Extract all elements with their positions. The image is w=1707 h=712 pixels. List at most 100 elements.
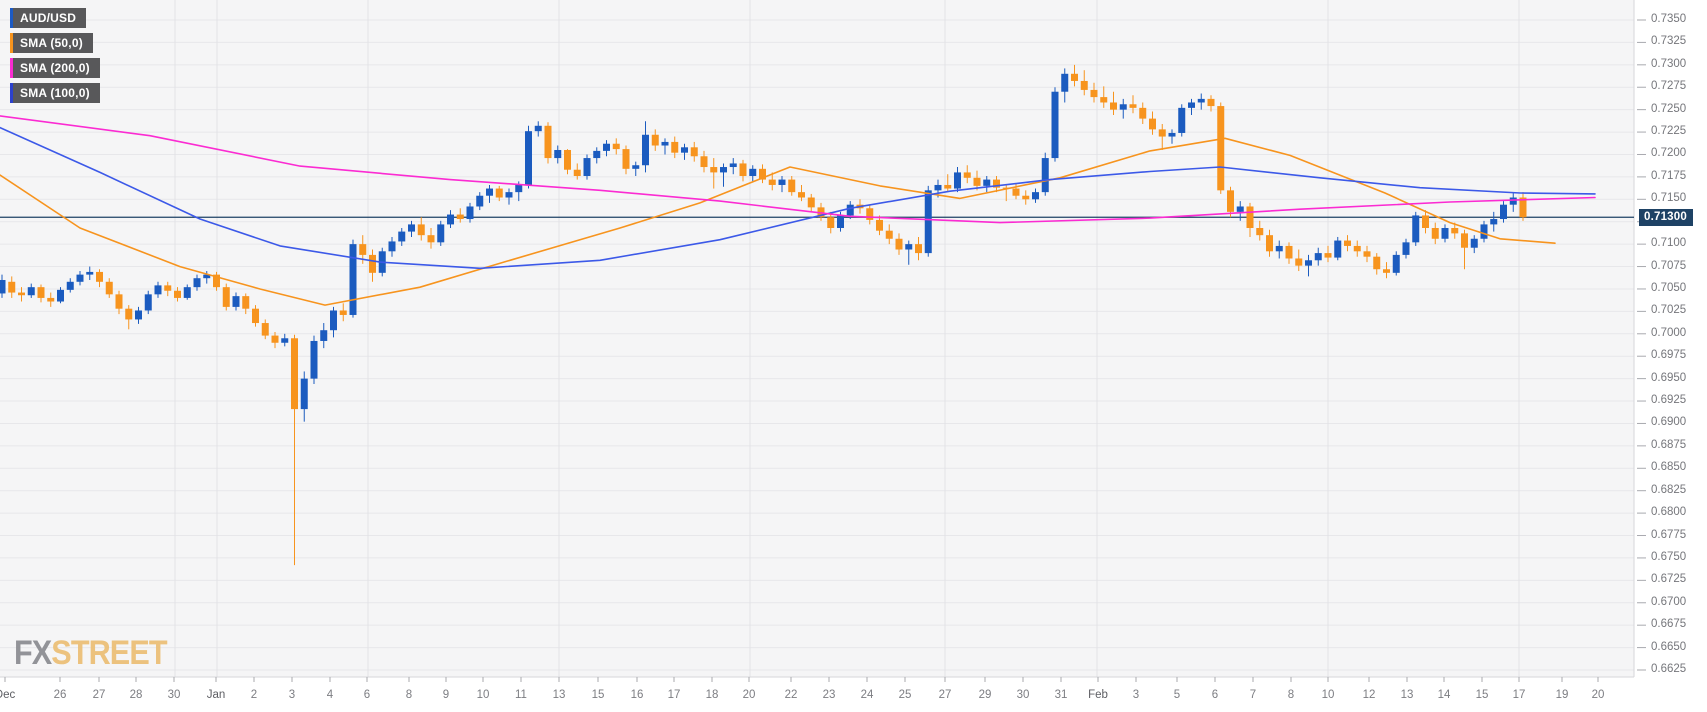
date-tick-label: 9 bbox=[442, 689, 450, 701]
candle bbox=[661, 138, 669, 155]
candle bbox=[37, 284, 45, 303]
date-tick-label: 30 bbox=[167, 689, 181, 701]
candle bbox=[642, 121, 649, 173]
date-tick-label: 27 bbox=[938, 689, 952, 701]
candle bbox=[885, 224, 893, 245]
date-tick-label: 25 bbox=[898, 689, 912, 701]
candle bbox=[1090, 82, 1098, 103]
candle bbox=[398, 227, 406, 246]
candle bbox=[242, 293, 250, 315]
candle bbox=[798, 184, 805, 202]
candle bbox=[1500, 201, 1507, 223]
fxstreet-logo-street: STREET bbox=[51, 634, 167, 672]
price-tick-label: 0.7350 bbox=[1651, 12, 1687, 25]
candle bbox=[983, 175, 991, 193]
date-tick-label: 11 bbox=[515, 689, 527, 701]
date-tick-label: 7 bbox=[1249, 689, 1257, 701]
candle bbox=[447, 210, 454, 228]
price-tick-label: 0.6950 bbox=[1651, 371, 1687, 384]
candle bbox=[973, 170, 981, 191]
candle bbox=[671, 136, 679, 159]
legend-label: SMA (50,0) bbox=[20, 36, 83, 50]
candle bbox=[1461, 229, 1468, 270]
legend-badge-sma200[interactable]: SMA (200,0) bbox=[10, 58, 100, 78]
candle bbox=[1071, 64, 1078, 87]
candle bbox=[1012, 183, 1020, 200]
candle bbox=[1119, 98, 1127, 119]
candle bbox=[66, 278, 74, 293]
candle bbox=[495, 185, 503, 202]
candle bbox=[1227, 186, 1234, 218]
date-tick-label: 18 bbox=[705, 689, 719, 701]
candle bbox=[300, 371, 308, 422]
candle bbox=[1178, 104, 1186, 137]
candle bbox=[1344, 235, 1351, 252]
date-tick-label: 22 bbox=[784, 689, 798, 701]
price-color-stripe bbox=[10, 8, 13, 28]
date-tick-label: 4 bbox=[326, 689, 334, 701]
candle bbox=[164, 281, 172, 297]
legend-badge-sma100[interactable]: SMA (100,0) bbox=[10, 83, 100, 103]
candle bbox=[1149, 111, 1156, 135]
sma100-color-stripe bbox=[10, 83, 13, 103]
price-tick-label: 0.6825 bbox=[1651, 483, 1687, 496]
price-tick-label: 0.6700 bbox=[1651, 595, 1687, 608]
date-tick-label: 26 bbox=[53, 689, 67, 701]
candle bbox=[544, 122, 552, 164]
candle bbox=[573, 163, 581, 180]
date-tick-label: 23 bbox=[822, 689, 836, 701]
date-tick-label: 13 bbox=[552, 689, 566, 701]
date-tick-label: 15 bbox=[591, 689, 605, 701]
price-tick-label: 0.6975 bbox=[1651, 349, 1687, 362]
legend-badge-sma50[interactable]: SMA (50,0) bbox=[10, 33, 93, 53]
candle bbox=[768, 172, 776, 191]
candle bbox=[86, 266, 94, 280]
candle bbox=[486, 184, 493, 203]
candle bbox=[437, 220, 445, 246]
candle bbox=[310, 335, 318, 385]
candle bbox=[700, 150, 708, 173]
candle bbox=[525, 125, 532, 189]
candle bbox=[1324, 245, 1332, 263]
date-tick-label: 10 bbox=[476, 689, 490, 701]
candle bbox=[369, 249, 376, 282]
candle bbox=[1353, 240, 1361, 257]
date-tick-label: 24 bbox=[860, 689, 874, 701]
price-tick-label: 0.7175 bbox=[1651, 169, 1687, 182]
candle bbox=[76, 271, 84, 286]
candle bbox=[1509, 192, 1517, 212]
price-tick-label: 0.7150 bbox=[1651, 192, 1687, 205]
candle bbox=[1285, 242, 1293, 264]
candle bbox=[271, 331, 279, 349]
sma200-line bbox=[0, 115, 1596, 224]
candle bbox=[729, 158, 737, 175]
date-tick-label: 8 bbox=[405, 689, 413, 701]
candle bbox=[18, 287, 25, 302]
candle bbox=[1402, 238, 1410, 259]
candle bbox=[1246, 202, 1254, 237]
fxstreet-watermark: FXSTREET bbox=[14, 634, 168, 673]
candle bbox=[320, 323, 328, 349]
price-tick-label: 0.6875 bbox=[1651, 438, 1687, 451]
candle bbox=[1110, 91, 1117, 116]
candle bbox=[1051, 87, 1059, 162]
candle bbox=[125, 305, 133, 330]
date-tick-label: 6 bbox=[1211, 689, 1219, 701]
candle bbox=[1207, 95, 1215, 112]
candle bbox=[1480, 220, 1488, 243]
candle bbox=[739, 159, 747, 182]
candle bbox=[183, 284, 191, 300]
legend-label: SMA (100,0) bbox=[20, 86, 90, 100]
fxstreet-logo-fx: FX bbox=[14, 634, 52, 672]
date-tick-label: 13 bbox=[1400, 689, 1414, 701]
candle bbox=[1061, 68, 1069, 103]
date-tick-label: 20 bbox=[1591, 689, 1605, 701]
candle bbox=[1392, 251, 1400, 276]
candle bbox=[417, 217, 425, 241]
candle bbox=[232, 292, 240, 311]
candle bbox=[895, 233, 903, 255]
legend-badge-price[interactable]: AUD/USD bbox=[10, 8, 87, 28]
candle bbox=[944, 174, 952, 193]
candle bbox=[690, 141, 698, 162]
